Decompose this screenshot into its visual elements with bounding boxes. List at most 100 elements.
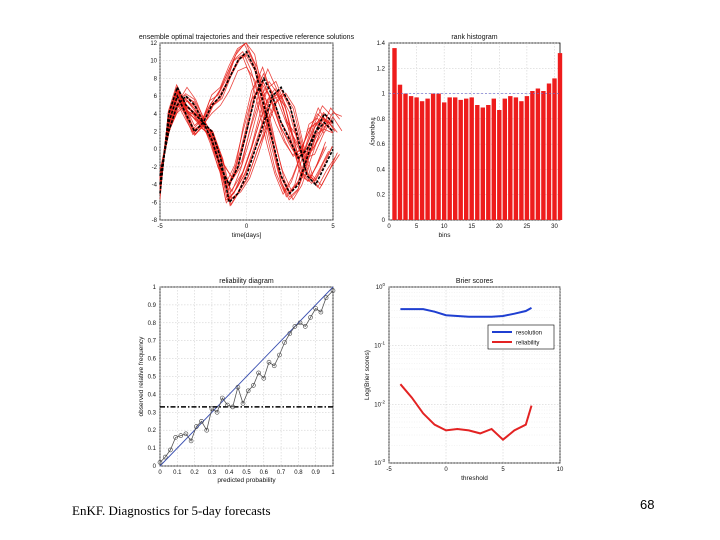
y-axis-label: Log(Brier scores) — [364, 350, 371, 400]
x-axis-label: time[days] — [232, 232, 262, 239]
x-tick-label: 0 — [158, 470, 162, 476]
y-tick-label: -6 — [152, 200, 158, 206]
observed-frequency-point — [251, 383, 256, 388]
x-tick-label: 1 — [331, 470, 335, 476]
y-tick-label: 6 — [154, 94, 158, 100]
observed-frequency-point — [245, 388, 251, 394]
histogram-bar — [442, 102, 447, 220]
observed-frequency-point — [225, 402, 230, 408]
observed-frequency-point — [162, 454, 168, 460]
observed-frequency-point — [157, 460, 163, 465]
y-tick-label: 0.9 — [148, 303, 157, 309]
reference-solution-line — [159, 76, 334, 187]
observed-frequency-point — [271, 363, 277, 369]
observed-frequency-point — [204, 427, 209, 433]
histogram-bar — [475, 105, 480, 220]
y-tick-label: 12 — [150, 41, 157, 47]
histogram-bar — [552, 78, 557, 221]
observed-frequency-point — [235, 384, 241, 390]
x-tick-label: 10 — [441, 224, 448, 230]
observed-frequency-point — [168, 447, 173, 453]
reference-solution-line — [159, 50, 334, 195]
chart-title: Brier scores — [456, 278, 494, 285]
y-tick-label: 1.2 — [377, 66, 386, 72]
observed-frequency-point — [240, 401, 246, 406]
y-axis-label: frequency — [369, 117, 376, 146]
histogram-bar — [458, 99, 463, 220]
y-tick-label: 10-1 — [374, 341, 385, 350]
histogram-bar — [502, 98, 507, 220]
x-tick-label: 15 — [468, 224, 475, 230]
y-tick-label: 0.6 — [148, 357, 157, 363]
histogram-bar — [447, 97, 452, 220]
x-axis-label: bins — [439, 232, 452, 239]
ensemble-member-line — [159, 88, 333, 201]
observed-frequency-point — [287, 331, 293, 336]
resolution-line — [400, 307, 532, 318]
chart-title: ensemble optimal trajectories and their … — [139, 34, 355, 41]
x-tick-label: 0.7 — [277, 470, 286, 476]
ensemble-member-line — [159, 81, 333, 186]
rank-histogram-panel: 0 5 10 15 20 25 30 0 0.2 0.4 0.6 0.8 1 1.2 1.4 rank his… — [369, 34, 563, 239]
observed-frequency-point — [256, 370, 261, 376]
x-tick-label: 0.9 — [312, 470, 321, 476]
observed-frequency-point — [261, 375, 267, 381]
y-tick-label: 1 — [153, 285, 157, 291]
observed-frequency-point — [313, 306, 319, 311]
reliability-line — [399, 383, 533, 442]
observed-frequency-line — [159, 290, 334, 463]
x-tick-label: 10 — [557, 467, 564, 473]
x-tick-label: 5 — [331, 224, 335, 230]
y-tick-label: -4 — [152, 183, 158, 189]
x-tick-label: 5 — [501, 467, 505, 473]
histogram-bar — [436, 93, 441, 220]
observed-frequency-point — [173, 435, 178, 440]
observed-frequency-point — [302, 324, 308, 329]
ensemble-member-line — [159, 86, 343, 180]
histogram-bar — [408, 96, 414, 220]
x-tick-label: 20 — [496, 224, 503, 230]
histogram-bar — [508, 96, 513, 220]
observed-frequency-point — [266, 359, 272, 365]
reference-solution-line — [159, 85, 334, 204]
histogram-bar — [541, 91, 546, 220]
histogram-bar — [519, 101, 524, 220]
slide-caption: EnKF. Diagnostics for 5-day forecasts — [72, 503, 271, 518]
x-tick-label: 25 — [524, 224, 531, 230]
histogram-bar — [469, 97, 474, 220]
brier-plot-area — [388, 286, 561, 464]
histogram-bar — [392, 48, 397, 220]
observed-frequency-point — [318, 309, 324, 315]
x-axis-label: predicted probability — [217, 477, 276, 484]
y-tick-label: 0.2 — [377, 193, 386, 199]
observed-frequency-point — [230, 404, 235, 410]
histogram-bar — [480, 107, 485, 220]
y-tick-label: 2 — [154, 130, 158, 136]
observed-frequency-point — [292, 324, 298, 329]
y-tick-label: 0.8 — [377, 117, 386, 123]
y-tick-label: 10-2 — [374, 399, 385, 408]
y-tick-label: 10 — [150, 59, 157, 65]
histogram-bar — [464, 98, 469, 220]
y-tick-label: 10-3 — [374, 458, 385, 467]
histogram-bar — [524, 96, 530, 220]
histogram-bar — [491, 98, 496, 220]
histogram-bar — [419, 101, 425, 220]
ensemble-member-line — [159, 89, 338, 207]
histogram-bar — [403, 93, 408, 220]
y-tick-label: 100 — [376, 282, 386, 291]
observed-frequency-point — [214, 409, 220, 415]
y-tick-label: 0.5 — [148, 375, 157, 381]
y-tick-label: 1.4 — [377, 41, 386, 47]
y-tick-label: 0.1 — [148, 446, 157, 452]
x-tick-label: 0.4 — [225, 470, 234, 476]
y-tick-label: 4 — [154, 112, 158, 118]
y-axis-label: observed relative frequency — [138, 336, 145, 417]
x-tick-label: 0.6 — [260, 470, 269, 476]
x-tick-label: 0.1 — [173, 470, 182, 476]
y-tick-label: 0.3 — [148, 410, 157, 416]
chart-title: rank histogram — [451, 34, 497, 41]
ensemble-member-line — [159, 54, 325, 196]
x-axis-label: threshold — [461, 475, 488, 482]
